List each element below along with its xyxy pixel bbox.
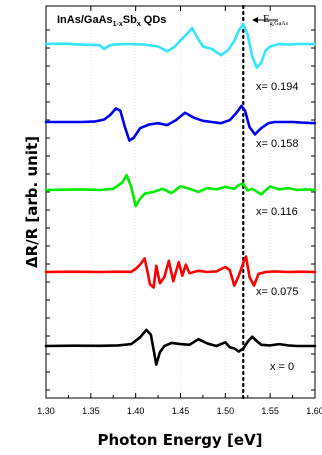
- chart-title-sub2: x: [137, 21, 141, 28]
- ref-label-sub: g,GaAs: [270, 21, 289, 27]
- ref-label-main: E: [263, 13, 270, 25]
- series-line: [44, 173, 317, 208]
- series-line: [44, 328, 317, 366]
- axis-ticks: 1.30 1.35 1.40 1.45 1.50 1.55 1.60: [37, 6, 322, 416]
- series-line: [44, 255, 317, 289]
- ref-annotation: Eg,GaAs: [252, 13, 289, 27]
- y-axis-title: ΔR/R [arb. unit]: [23, 136, 41, 268]
- chart-title-sub1: 1-x: [113, 21, 123, 28]
- ref-label: Eg,GaAs: [263, 13, 289, 27]
- grid-lines: [90, 6, 271, 398]
- x-axis-title: Photon Energy [eV]: [97, 431, 262, 449]
- x-tick-label: 1.45: [172, 406, 190, 416]
- x-tick-label: 1.50: [217, 406, 235, 416]
- series-line: [44, 104, 317, 142]
- x-tick-label: 1.55: [261, 406, 279, 416]
- series-lines: [44, 22, 317, 366]
- series-line: [44, 22, 317, 69]
- series-label: x= 0.116: [256, 206, 298, 218]
- series-label: x= 0.158: [256, 138, 299, 150]
- chart-title: InAs/GaAs1-xSbx QDs: [57, 14, 166, 28]
- x-tick-label: 1.60: [306, 406, 322, 416]
- x-tick-label: 1.30: [37, 406, 55, 416]
- chart-title-mid: Sb: [123, 14, 137, 26]
- chart-title-main: InAs/GaAs: [57, 14, 113, 26]
- series-label: x= 0.075: [256, 286, 299, 298]
- series-label: x= 0.194: [256, 81, 299, 93]
- ref-arrowhead-icon: [252, 17, 258, 23]
- series-labels: x = 0 x= 0.075 x= 0.116 x= 0.158 x= 0.194: [256, 81, 299, 373]
- x-tick-label: 1.40: [127, 406, 145, 416]
- chart-title-end: QDs: [141, 14, 167, 26]
- series-label: x = 0: [270, 361, 294, 373]
- x-tick-label: 1.35: [82, 406, 100, 416]
